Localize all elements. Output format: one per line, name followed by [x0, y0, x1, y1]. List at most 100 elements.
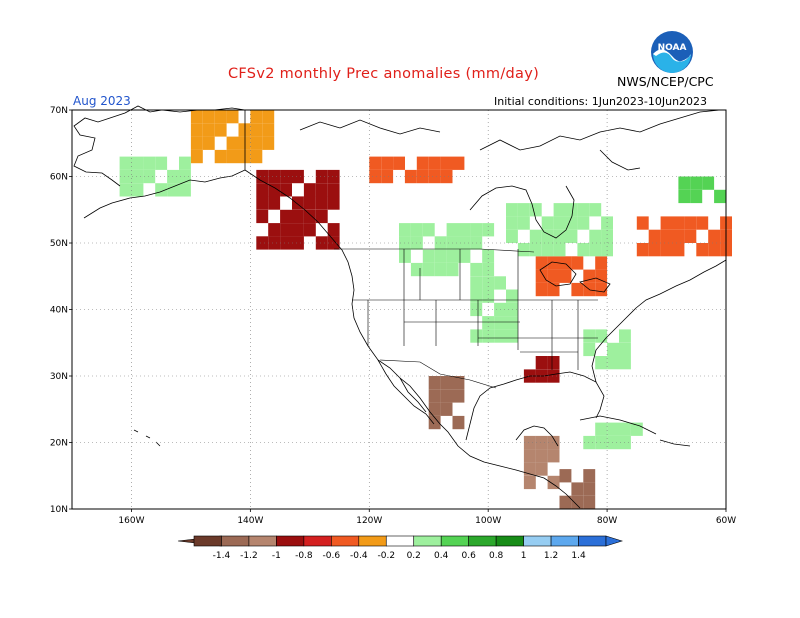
anomaly-cell [619, 422, 631, 436]
anomaly-cell [327, 236, 340, 250]
anomaly-cell [268, 236, 281, 250]
colorbar-label: 0.8 [489, 551, 504, 561]
anomaly-cell [559, 269, 572, 283]
lon-label: 100W [475, 516, 501, 526]
anomaly-cell [708, 243, 721, 257]
anomaly-cell [446, 249, 459, 263]
anomaly-cell [702, 176, 715, 190]
anomaly-cell [589, 203, 602, 217]
anomaly-cell [214, 123, 227, 137]
anomaly-cell [547, 269, 560, 283]
anomaly-cell [422, 249, 435, 263]
anomaly-cell [256, 183, 269, 197]
anomaly-cell [589, 243, 602, 257]
anomaly-cell [523, 435, 536, 450]
logo-text: NOAA [658, 43, 687, 53]
anomaly-cell [559, 495, 572, 509]
anomaly-cell [250, 149, 263, 164]
anomaly-cell [583, 495, 596, 509]
anomaly-cell [315, 236, 328, 250]
anomaly-cell [583, 435, 596, 450]
anomaly-cell [238, 149, 251, 164]
anomaly-cell [416, 169, 429, 184]
colorbar-box [468, 535, 497, 547]
anomaly-cell [506, 229, 518, 243]
anomaly-cell [630, 422, 643, 436]
anomaly-cell [684, 216, 697, 230]
anomaly-cell [410, 262, 423, 277]
anomaly-cell [672, 229, 685, 243]
anomaly-cell [595, 435, 608, 450]
anomaly-cell [678, 189, 691, 204]
anomaly-cell [381, 169, 394, 184]
anomaly-cell [303, 209, 316, 224]
anomaly-cell [292, 209, 304, 224]
anomaly-cell [672, 216, 685, 230]
anomaly-cell [607, 342, 619, 357]
anomaly-cell [119, 156, 132, 170]
anomaly-cell [565, 229, 578, 243]
anomaly-cell [595, 356, 608, 370]
anomaly-cell [446, 223, 459, 237]
anomaly-cell [190, 110, 203, 124]
anomaly-cell [470, 329, 483, 343]
anomaly-cell [696, 243, 709, 257]
colorbar-label: -1.2 [240, 551, 258, 561]
anomaly-cell [529, 229, 542, 243]
anomaly-cell [256, 209, 269, 224]
anomaly-cell [583, 469, 596, 483]
anomaly-cell [268, 196, 281, 210]
anomaly-cell [131, 169, 144, 184]
anomaly-cell [660, 229, 673, 243]
anomaly-cell [690, 189, 703, 204]
anomaly-cell [262, 110, 275, 124]
anomaly-cells [119, 110, 732, 509]
anomaly-cell [262, 123, 275, 137]
lon-label: 80W [597, 516, 617, 526]
anomaly-cell [238, 123, 251, 137]
colorbar-label: 1.4 [571, 551, 586, 561]
anomaly-cell [155, 183, 168, 197]
anomaly-cell [547, 256, 560, 270]
anomaly-cell [595, 329, 608, 343]
noaa-logo-icon: NOAA [651, 31, 693, 73]
anomaly-cell [690, 176, 703, 190]
anomaly-cell [167, 169, 179, 184]
anomaly-cell [256, 196, 269, 210]
anomaly-cell [119, 169, 132, 184]
anomaly-cell [292, 236, 304, 250]
anomaly-cell [202, 110, 215, 124]
anomaly-cell [458, 249, 471, 263]
anomaly-cell [179, 183, 191, 197]
colorbar-label: -1.4 [213, 551, 231, 561]
lon-label: 140W [237, 516, 263, 526]
anomaly-cell [292, 223, 304, 237]
anomaly-cell [428, 169, 441, 184]
anomaly-cell [238, 136, 251, 150]
initial-conditions: Initial conditions: 1Jun2023-10Jun2023 [494, 95, 708, 108]
anomaly-cell [517, 243, 530, 257]
lat-label: 10N [50, 505, 68, 515]
colorbar-box [303, 535, 332, 547]
anomaly-cell [601, 229, 613, 243]
anomaly-cell [541, 216, 554, 230]
anomaly-cell [553, 216, 566, 230]
anomaly-cell [399, 223, 411, 237]
anomaly-cell [684, 229, 697, 243]
colorbar-box [550, 535, 579, 547]
anomaly-cell [559, 469, 572, 483]
anomaly-cell [547, 356, 560, 370]
anomaly-cell [280, 209, 292, 224]
anomaly-cell [571, 282, 584, 297]
anomaly-cell [452, 415, 465, 430]
anomaly-cell [280, 183, 292, 197]
anomaly-cell [434, 249, 447, 263]
anomaly-cell [470, 223, 483, 237]
anomaly-cell [506, 329, 518, 343]
anomaly-cell [440, 376, 453, 390]
anomaly-cell [327, 183, 340, 197]
lon-label: 60W [716, 516, 736, 526]
latitude-labels: 70N 60N 50N 40N 30N 20N 10N [50, 106, 72, 515]
anomaly-cell [523, 475, 536, 490]
